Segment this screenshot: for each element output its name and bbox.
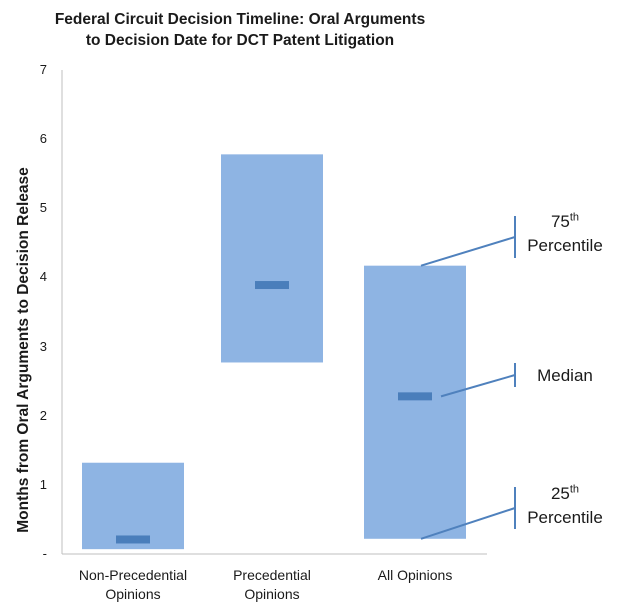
x-tick-label-line: Opinions <box>105 586 161 602</box>
annotation-median-text: Median <box>537 366 593 385</box>
y-tick-label: 5 <box>39 200 47 216</box>
annotation-25-word: Percentile <box>527 508 603 527</box>
y-tick-label: - <box>42 546 47 561</box>
x-tick-label: Precedential Opinions <box>197 566 347 604</box>
boxes <box>82 154 466 550</box>
annotation-25-sup: th <box>569 483 580 496</box>
chart-title-line-1: Federal Circuit Decision Timeline: Oral … <box>54 11 426 28</box>
percentile-box <box>221 154 323 363</box>
annotation-75-sup: th <box>569 211 580 224</box>
x-tick-label: All Opinions <box>340 566 490 585</box>
annotation-75-base: 75 <box>550 212 570 231</box>
annotation-75-word: Percentile <box>527 236 603 255</box>
x-tick-label: Non-Precedential Opinions <box>58 566 208 604</box>
y-tick-label: 4 <box>39 269 47 285</box>
annotation-25-base: 25 <box>550 484 570 503</box>
percentile-box <box>364 265 466 539</box>
y-tick-label: 3 <box>39 338 47 354</box>
x-tick-label-line: Opinions <box>244 586 300 602</box>
callout-leader <box>420 236 516 267</box>
annotation-25th-percentile: 25th Percentile <box>520 482 610 530</box>
median-mark <box>255 281 289 290</box>
y-tick-label: 1 <box>39 476 47 492</box>
percentile-box <box>82 462 184 550</box>
callout-leader <box>440 374 516 398</box>
x-tick-label-line: Precedential <box>233 567 311 583</box>
y-tick-label: 7 <box>39 62 47 77</box>
y-tick-label: 6 <box>39 131 47 147</box>
median-mark <box>116 535 150 544</box>
annotation-median: Median <box>520 364 610 388</box>
annotation-75th-percentile: 75th Percentile <box>520 210 610 258</box>
y-tick-label: 2 <box>39 407 47 423</box>
chart-title-line-2: to Decision Date for DCT Patent Litigati… <box>85 32 395 49</box>
callouts <box>420 216 516 540</box>
callout-leader <box>420 507 516 540</box>
median-mark <box>398 392 432 401</box>
x-tick-label-line: All Opinions <box>377 567 453 583</box>
x-tick-label-line: Non-Precedential <box>78 567 188 583</box>
